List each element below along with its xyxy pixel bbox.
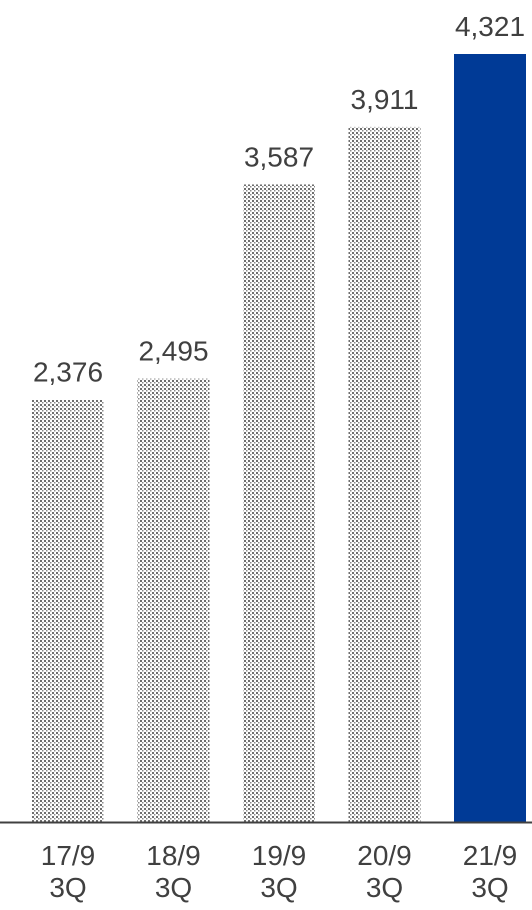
x-tick-label-4-line-1: 3Q [471,872,508,903]
x-tick-label-4: 21/9 3Q [463,840,518,903]
data-label-2: 3,587 [244,141,314,172]
x-tick-label-0: 17/9 3Q [41,840,96,903]
x-tick-label-1-line-1: 3Q [155,872,192,903]
x-tick-label-4-line-0: 21/9 [463,840,518,871]
x-tick-label-1-line-0: 18/9 [146,840,201,871]
x-tick-label-1: 18/9 3Q [146,840,201,903]
bar-3 [348,126,421,823]
bars-group [32,54,526,823]
bar-1 [137,378,210,822]
bar-2 [243,184,315,823]
x-tick-label-3-line-0: 20/9 [357,840,412,871]
value-labels-group: 2,376 2,495 3,587 3,911 4,321 [33,11,525,388]
bar-4 [454,54,526,822]
x-tick-label-3: 20/9 3Q [357,840,412,903]
x-tick-label-0-line-0: 17/9 [41,840,96,871]
x-tick-label-2: 19/9 3Q [252,840,307,903]
data-label-3: 3,911 [351,84,419,115]
x-tick-label-2-line-1: 3Q [260,872,297,903]
x-tick-label-2-line-0: 19/9 [252,840,307,871]
data-label-1: 2,495 [138,336,208,367]
x-tick-label-0-line-1: 3Q [49,872,86,903]
data-label-0: 2,376 [33,357,103,388]
data-label-4: 4,321 [455,11,525,42]
bar-0 [32,399,104,822]
x-tick-label-3-line-1: 3Q [366,872,403,903]
